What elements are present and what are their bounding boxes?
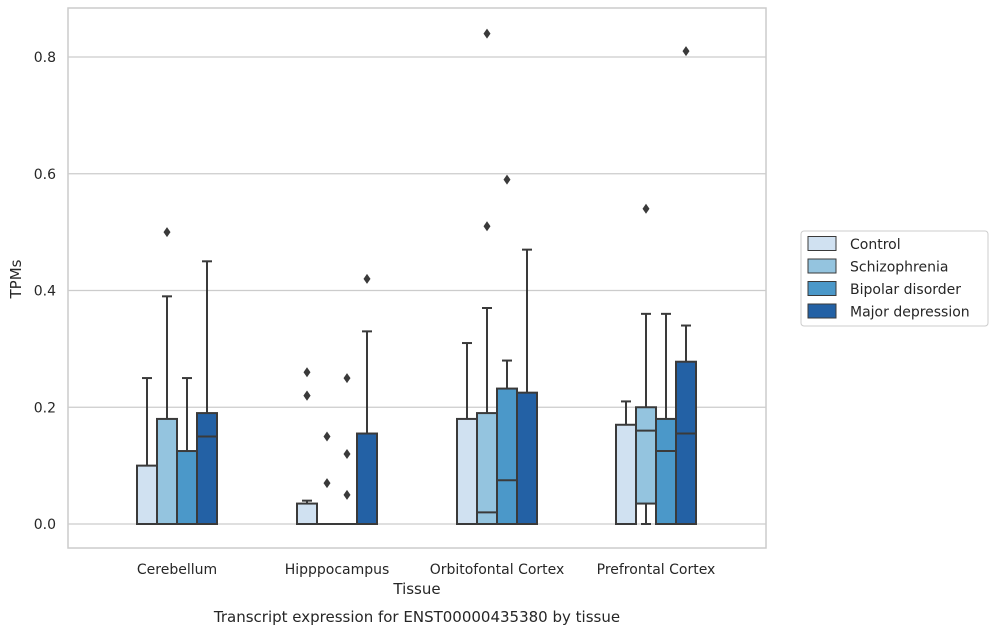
y-tick-label: 0.8 bbox=[34, 50, 56, 66]
x-axis-title: Tissue bbox=[392, 580, 440, 598]
outlier-point bbox=[363, 273, 371, 284]
axes-frame bbox=[67, 7, 767, 549]
legend-swatch bbox=[807, 236, 837, 251]
outlier-point bbox=[343, 373, 351, 384]
outlier-point bbox=[343, 448, 351, 459]
box-schizophrenia bbox=[317, 431, 337, 525]
x-tick-label: Hipppocampus bbox=[285, 562, 390, 578]
box-iqr bbox=[516, 391, 538, 525]
box-schizophrenia bbox=[156, 227, 178, 525]
box-iqr bbox=[635, 406, 657, 505]
box-iqr bbox=[496, 387, 518, 525]
legend-label: Bipolar disorder bbox=[850, 282, 961, 298]
legend: Control Schizophrenia Bipolar disorder Majo… bbox=[800, 230, 989, 327]
box-iqr bbox=[156, 417, 178, 525]
box-schizophrenia bbox=[635, 203, 657, 525]
box-iqr bbox=[456, 417, 478, 525]
outlier-point bbox=[323, 478, 331, 489]
outlier-point bbox=[303, 390, 311, 401]
legend-label: Control bbox=[850, 237, 901, 253]
box-major-depression bbox=[356, 273, 378, 525]
box-iqr bbox=[296, 502, 318, 526]
box-control bbox=[296, 367, 318, 526]
y-axis-ticks: 0.0 0.2 0.4 0.6 0.8 bbox=[34, 50, 56, 533]
plot-area bbox=[136, 28, 697, 526]
x-tick-label: Prefrontal Cortex bbox=[597, 562, 716, 578]
box-iqr bbox=[356, 432, 378, 525]
legend-label: Schizophrenia bbox=[850, 260, 948, 276]
box-iqr bbox=[675, 360, 697, 525]
x-tick-label: Orbitofontal Cortex bbox=[430, 562, 565, 578]
y-tick-label: 0.4 bbox=[34, 284, 56, 300]
box-iqr bbox=[196, 412, 218, 525]
box-control bbox=[456, 342, 478, 525]
box-major-depression bbox=[675, 46, 697, 525]
legend-swatch bbox=[807, 258, 837, 274]
box-iqr bbox=[176, 450, 198, 525]
y-axis-title: TPMs bbox=[7, 259, 25, 299]
outlier-point bbox=[483, 28, 491, 39]
y-tick-label: 0.2 bbox=[34, 400, 56, 416]
box-major-depression bbox=[196, 260, 218, 525]
outlier-point bbox=[503, 174, 511, 185]
box-control bbox=[136, 377, 158, 525]
outlier-point bbox=[323, 431, 331, 442]
outlier-point bbox=[303, 367, 311, 378]
x-axis-ticks: Cerebellum Hipppocampus Orbitofontal Corte… bbox=[137, 562, 715, 578]
box-bipolar-disorder bbox=[176, 377, 198, 525]
box-major-depression bbox=[516, 248, 538, 525]
legend-swatch bbox=[807, 281, 837, 296]
outlier-point bbox=[682, 46, 690, 57]
legend-frame bbox=[800, 230, 989, 327]
legend-label: Major depression bbox=[850, 305, 970, 321]
box-control bbox=[615, 400, 637, 526]
y-tick-label: 0.0 bbox=[34, 517, 56, 533]
y-tick-label: 0.6 bbox=[34, 167, 56, 183]
x-tick-label: Cerebellum bbox=[137, 562, 217, 578]
box-schizophrenia bbox=[476, 28, 498, 525]
box-bipolar-disorder bbox=[496, 174, 518, 525]
box-bipolar-disorder bbox=[337, 373, 357, 525]
outlier-point bbox=[642, 203, 650, 214]
box-iqr bbox=[615, 423, 637, 526]
box-iqr bbox=[476, 412, 498, 525]
outlier-point bbox=[343, 489, 351, 500]
box-bipolar-disorder bbox=[655, 312, 677, 525]
legend-swatch bbox=[807, 303, 837, 319]
outlier-point bbox=[483, 221, 491, 232]
box-iqr bbox=[136, 464, 158, 525]
chart-caption: Transcript expression for ENST0000043538… bbox=[213, 608, 620, 626]
box-iqr bbox=[655, 417, 677, 525]
outlier-point bbox=[163, 227, 171, 238]
